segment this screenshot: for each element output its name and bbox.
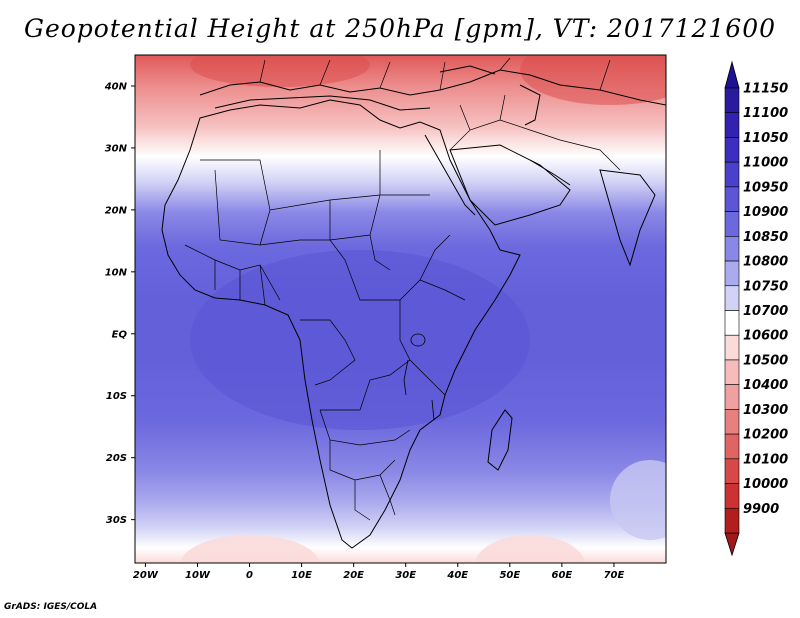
colorbar-swatch [724, 236, 740, 262]
ridge-north-east [520, 55, 666, 105]
colorbar-top-arrow [724, 60, 740, 89]
east-borders [320, 279, 466, 411]
colorbar-swatch [724, 433, 740, 460]
lon-tick-label: 20W [133, 570, 159, 581]
colorbar-swatch [724, 507, 740, 534]
colorbar-label: 11100 [743, 106, 788, 121]
lon-tick-label: 20E [343, 570, 364, 581]
colorbar-label: 10600 [743, 329, 788, 344]
colorbar-label: 11150 [743, 82, 788, 97]
map-panel [135, 55, 666, 563]
lake-tanganyika [403, 359, 409, 396]
lat-tick-label: 40N [104, 81, 128, 92]
lat-tick-label: 20S [106, 453, 127, 464]
colorbar-label: 9900 [743, 502, 779, 517]
lon-tick-label: 0 [246, 570, 253, 581]
colorbar-swatch [724, 186, 740, 212]
lat-tick-label: 30N [105, 143, 128, 154]
arabia [449, 144, 571, 226]
colorbar-label: 10900 [743, 205, 788, 220]
colorbar-swatch [724, 409, 740, 435]
lon-tick-label: 40E [446, 570, 468, 581]
lake-victoria [410, 333, 426, 347]
country-borders [184, 57, 621, 521]
latitude-axis: 40N 30N 20N 10N EQ 10S 20S 30S [104, 81, 135, 526]
coastlines [161, 65, 666, 549]
colorbar-swatch [724, 285, 740, 311]
colorbar-swatch [724, 310, 740, 336]
colorbar: 11150 11100 11050 11000 10950 10900 10850 10800… [724, 60, 788, 557]
light-band-south-east [610, 460, 666, 540]
colorbar-label: 10500 [743, 353, 788, 368]
colorbar-swatch [724, 112, 740, 138]
europe-coast [199, 69, 666, 106]
central-borders [300, 234, 451, 386]
colorbar-swatch [724, 384, 740, 410]
west-africa-borders [184, 244, 281, 306]
colorbar-label: 10300 [743, 403, 788, 418]
europe-borders [259, 57, 611, 91]
lat-tick-label: EQ [112, 329, 128, 340]
colorbar-label: 10850 [743, 230, 788, 245]
colorbar-swatch [724, 458, 740, 484]
lakes [403, 333, 435, 421]
colorbar-label: 10700 [743, 304, 788, 319]
lake-malawi [431, 399, 435, 421]
colorbar-swatch [724, 260, 740, 287]
middle-east-borders [449, 94, 621, 171]
longitude-axis: 20W 10W 0 10E 20E 30E 40E 50E 60E 70E [133, 563, 625, 581]
colorbar-swatch [724, 87, 740, 114]
lat-tick-label: 30S [106, 515, 127, 526]
colorbar-swatch [724, 211, 740, 237]
colorbar-swatch [724, 359, 740, 385]
trough-south-east [475, 535, 585, 563]
colorbar-label: 10400 [743, 378, 788, 393]
persian-gulf [529, 159, 571, 186]
colorbar-bottom-arrow [724, 532, 740, 557]
colorbar-label: 11000 [743, 156, 788, 171]
colorbar-label: 10100 [743, 452, 788, 467]
trough-south-west [180, 535, 320, 563]
lon-tick-label: 60E [552, 570, 573, 581]
lon-tick-label: 50E [499, 570, 520, 581]
colorbar-swatch [724, 137, 740, 163]
ridge-north [190, 55, 370, 87]
black-caspian [439, 65, 541, 126]
map-frame [134, 54, 667, 564]
high-height-cell [190, 250, 530, 430]
lon-tick-label: 30E [395, 570, 416, 581]
sahara-borders [200, 150, 430, 246]
lat-tick-label: 10S [106, 391, 127, 402]
colorbar-label: 11050 [743, 131, 788, 146]
mediterranean [214, 95, 431, 111]
colorbar-swatch [724, 334, 740, 361]
south-borders [319, 409, 411, 521]
red-sea [424, 134, 476, 216]
colorbar-label: 10750 [743, 279, 788, 294]
madagascar [487, 409, 513, 471]
lon-tick-label: 10W [185, 570, 211, 581]
colorbar-label: 10000 [743, 477, 788, 492]
lon-tick-label: 70E [604, 570, 625, 581]
colorbar-label: 10200 [743, 428, 788, 443]
colorbar-label: 10950 [743, 180, 788, 195]
lon-tick-label: 10E [291, 570, 312, 581]
map-title: Geopotential Height at 250hPa [gpm], VT:… [23, 14, 777, 43]
india [599, 169, 656, 267]
lat-tick-label: 20N [105, 205, 128, 216]
colorbar-swatch [724, 161, 740, 188]
colorbar-label: 10800 [743, 255, 788, 270]
colorbar-swatch [724, 483, 740, 509]
lat-tick-label: 10N [105, 267, 128, 278]
grads-credit: GrADS: IGES/COLA [4, 602, 98, 612]
africa-outline [161, 99, 521, 549]
